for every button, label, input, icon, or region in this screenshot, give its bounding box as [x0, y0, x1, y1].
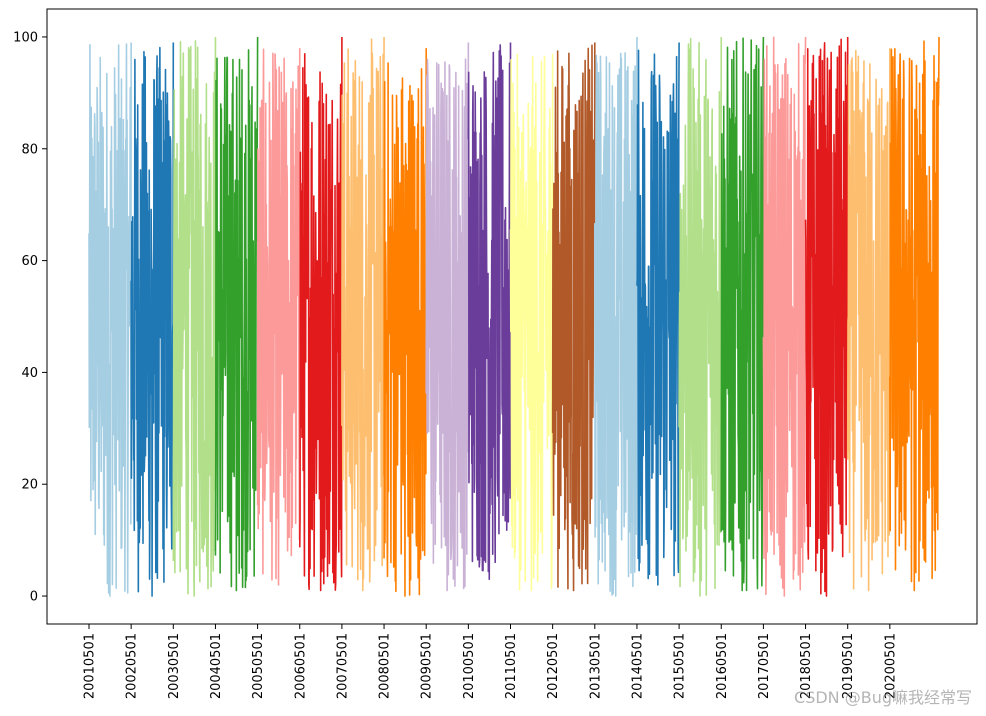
- y-tick-label: 0: [30, 590, 38, 605]
- series-line-15: [678, 36, 723, 597]
- axes-frame: [46, 8, 978, 625]
- series-line-6: [298, 36, 343, 592]
- x-tick-label: 20190501: [841, 633, 856, 699]
- x-tick-label: 20020501: [125, 633, 140, 699]
- y-axis: 0 20 40 60 80 100: [13, 30, 47, 605]
- series-line-10: [467, 42, 512, 581]
- series-line-20: [889, 36, 940, 592]
- series-line-2: [130, 42, 175, 597]
- x-tick-label: 20180501: [799, 633, 814, 699]
- x-tick-label: 20110501: [504, 633, 519, 699]
- series-line-3: [172, 36, 217, 597]
- y-tick-label: 20: [21, 478, 38, 493]
- x-tick-label: 20140501: [630, 633, 645, 699]
- x-tick-label: 20120501: [546, 633, 561, 699]
- x-tick-label: 20200501: [883, 633, 898, 699]
- x-tick-label: 20160501: [715, 633, 730, 699]
- series-line-4: [214, 36, 259, 592]
- y-tick-label: 100: [13, 30, 38, 45]
- series-line-19: [846, 48, 891, 592]
- x-tick-label: 20010501: [83, 633, 98, 699]
- series-line-1: [88, 42, 132, 597]
- x-tick-label: 20030501: [167, 633, 182, 699]
- y-tick-label: 80: [21, 142, 38, 157]
- x-tick-label: 20090501: [420, 633, 435, 699]
- x-tick-label: 20050501: [251, 633, 266, 699]
- x-tick-label: 20150501: [673, 633, 688, 699]
- series-line-8: [383, 48, 427, 597]
- series-line-17: [762, 36, 807, 597]
- watermark: CSDN @Bug嘛我经常写: [794, 688, 972, 707]
- series-line-7: [341, 36, 385, 592]
- x-tick-label: 20100501: [462, 633, 477, 699]
- x-tick-label: 20130501: [588, 633, 603, 699]
- x-axis: 20010501 20020501 20030501 20040501 20050501…: [83, 624, 898, 699]
- series-line-16: [720, 36, 765, 592]
- series-line-18: [804, 36, 849, 597]
- x-tick-label: 20170501: [757, 633, 772, 699]
- series-line-12: [551, 42, 596, 592]
- x-tick-label: 20040501: [209, 633, 224, 699]
- y-tick-label: 40: [21, 366, 38, 381]
- series-line-9: [425, 42, 470, 592]
- series-line-14: [636, 42, 680, 586]
- x-tick-label: 20060501: [293, 633, 308, 699]
- x-tick-label: 20080501: [378, 633, 393, 699]
- series-line-11: [509, 53, 554, 592]
- series-layer: [88, 36, 940, 597]
- series-line-5: [256, 48, 301, 586]
- series-line-13: [594, 36, 638, 597]
- y-tick-label: 60: [21, 254, 38, 269]
- x-tick-label: 20070501: [335, 633, 350, 699]
